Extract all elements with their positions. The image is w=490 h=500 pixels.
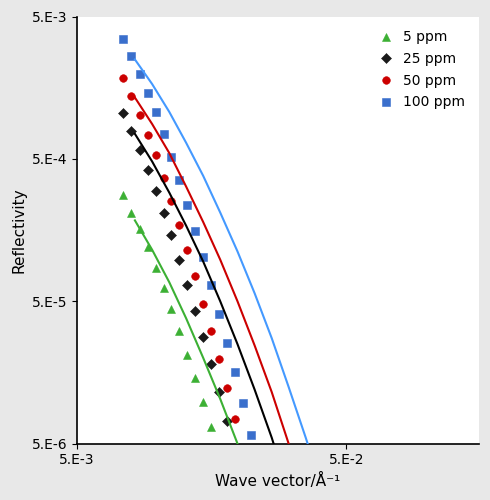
25 ppm — [216, 389, 222, 395]
25 ppm — [152, 188, 158, 194]
50 ppm — [128, 93, 134, 99]
5 ppm — [176, 328, 182, 334]
100 ppm — [145, 90, 150, 96]
100 ppm — [232, 370, 238, 376]
50 ppm — [208, 328, 214, 334]
100 ppm — [184, 202, 190, 208]
50 ppm — [176, 222, 182, 228]
100 ppm — [256, 464, 262, 470]
50 ppm — [200, 301, 206, 307]
5 ppm — [200, 399, 206, 405]
25 ppm — [240, 476, 246, 482]
50 ppm — [161, 174, 167, 180]
50 ppm — [232, 416, 238, 422]
100 ppm — [224, 340, 230, 346]
25 ppm — [208, 362, 214, 368]
50 ppm — [145, 132, 150, 138]
25 ppm — [161, 210, 167, 216]
50 ppm — [137, 112, 143, 118]
25 ppm — [137, 147, 143, 153]
5 ppm — [184, 352, 190, 358]
Line: 5 ppm: 5 ppm — [120, 191, 463, 500]
100 ppm — [137, 71, 143, 77]
25 ppm — [176, 256, 182, 262]
100 ppm — [128, 53, 134, 59]
Line: 25 ppm: 25 ppm — [120, 110, 463, 500]
5 ppm — [193, 375, 198, 381]
25 ppm — [224, 418, 230, 424]
5 ppm — [208, 424, 214, 430]
50 ppm — [184, 248, 190, 254]
50 ppm — [248, 478, 254, 484]
5 ppm — [216, 450, 222, 456]
Line: 100 ppm: 100 ppm — [120, 35, 463, 500]
50 ppm — [152, 152, 158, 158]
25 ppm — [200, 334, 206, 340]
100 ppm — [200, 254, 206, 260]
50 ppm — [169, 198, 174, 203]
5 ppm — [137, 226, 143, 232]
5 ppm — [152, 266, 158, 272]
5 ppm — [145, 244, 150, 250]
100 ppm — [208, 282, 214, 288]
5 ppm — [161, 285, 167, 291]
5 ppm — [128, 210, 134, 216]
25 ppm — [128, 128, 134, 134]
5 ppm — [224, 474, 230, 480]
25 ppm — [169, 232, 174, 238]
50 ppm — [193, 273, 198, 279]
100 ppm — [264, 497, 270, 500]
100 ppm — [152, 110, 158, 116]
100 ppm — [161, 131, 167, 137]
5 ppm — [169, 306, 174, 312]
25 ppm — [145, 166, 150, 172]
25 ppm — [193, 308, 198, 314]
50 ppm — [121, 75, 126, 81]
100 ppm — [121, 36, 126, 42]
Legend: 5 ppm, 25 ppm, 50 ppm, 100 ppm: 5 ppm, 25 ppm, 50 ppm, 100 ppm — [368, 24, 472, 116]
X-axis label: Wave vector/Å⁻¹: Wave vector/Å⁻¹ — [215, 473, 341, 489]
50 ppm — [216, 356, 222, 362]
5 ppm — [121, 192, 126, 198]
100 ppm — [169, 154, 174, 160]
100 ppm — [176, 177, 182, 183]
Y-axis label: Reflectivity: Reflectivity — [11, 188, 26, 273]
100 ppm — [193, 228, 198, 234]
25 ppm — [184, 282, 190, 288]
50 ppm — [240, 446, 246, 452]
25 ppm — [121, 110, 126, 116]
25 ppm — [232, 447, 238, 453]
100 ppm — [240, 400, 246, 406]
50 ppm — [224, 386, 230, 392]
5 ppm — [232, 497, 238, 500]
100 ppm — [216, 310, 222, 316]
Line: 50 ppm: 50 ppm — [120, 74, 463, 500]
100 ppm — [248, 432, 254, 438]
